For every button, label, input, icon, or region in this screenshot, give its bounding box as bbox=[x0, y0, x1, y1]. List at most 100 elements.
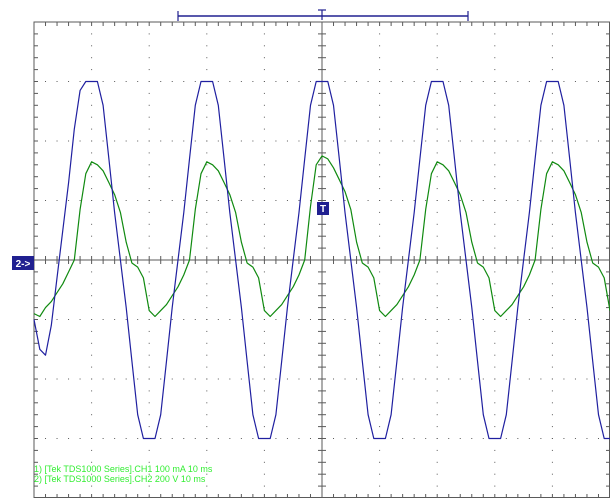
grid-dot bbox=[448, 140, 450, 142]
grid-dot bbox=[148, 283, 150, 285]
grid-dot bbox=[91, 57, 93, 59]
grid-dot bbox=[540, 378, 542, 380]
grid-dot bbox=[206, 354, 208, 356]
grid-dot bbox=[367, 81, 369, 82]
trigger-level-marker[interactable]: T bbox=[317, 202, 329, 215]
grid-dot bbox=[379, 426, 381, 428]
grid-dot bbox=[137, 319, 139, 320]
grid-dot bbox=[356, 200, 358, 201]
grid-dot bbox=[56, 200, 58, 201]
grid-dot bbox=[494, 104, 496, 106]
grid-dot bbox=[494, 330, 496, 332]
grid-dot bbox=[148, 319, 150, 320]
grid-dot bbox=[494, 81, 496, 82]
record-position-bar[interactable] bbox=[177, 9, 469, 21]
grid-dot bbox=[540, 140, 542, 142]
grid-dot bbox=[494, 152, 496, 154]
grid-dot bbox=[45, 81, 47, 82]
grid-dot bbox=[252, 200, 254, 201]
grid-dot bbox=[56, 438, 58, 439]
grid-dot bbox=[367, 378, 369, 380]
grid-dot bbox=[206, 152, 208, 154]
grid-dot bbox=[206, 319, 208, 320]
grid-dot bbox=[148, 45, 150, 47]
grid-dot bbox=[91, 211, 93, 213]
grid-dot bbox=[102, 378, 104, 380]
grid-dot bbox=[91, 164, 93, 166]
channel-2-ground-marker[interactable]: 2-> bbox=[12, 256, 34, 270]
grid-dot bbox=[91, 152, 93, 154]
grid-dot bbox=[206, 438, 208, 439]
grid-dot bbox=[217, 438, 219, 439]
grid-dot bbox=[459, 200, 461, 201]
grid-dot bbox=[425, 81, 427, 82]
grid-dot bbox=[379, 354, 381, 356]
grid-dot bbox=[390, 319, 392, 320]
grid-dot bbox=[206, 366, 208, 368]
grid-dot bbox=[229, 81, 231, 82]
grid-dot bbox=[563, 200, 565, 201]
grid-dot bbox=[263, 104, 265, 106]
grid-dot bbox=[263, 414, 265, 416]
grid-dot bbox=[494, 188, 496, 190]
grid-dot bbox=[436, 354, 438, 356]
grid-dot bbox=[114, 438, 116, 439]
grid-dot bbox=[148, 223, 150, 225]
grid-dot bbox=[125, 438, 127, 439]
grid-dot bbox=[275, 140, 277, 142]
grid-dot bbox=[206, 342, 208, 344]
grid-dot bbox=[379, 176, 381, 178]
grid-dot bbox=[206, 188, 208, 190]
grid-dot bbox=[551, 211, 553, 213]
grid-dot bbox=[494, 378, 496, 380]
grid-dot bbox=[413, 438, 415, 439]
grid-dot bbox=[436, 414, 438, 416]
grid-dot bbox=[183, 81, 185, 82]
grid-dot bbox=[91, 104, 93, 106]
grid-dot bbox=[206, 426, 208, 428]
grid-dot bbox=[125, 81, 127, 82]
grid-dot bbox=[379, 449, 381, 451]
grid-dot bbox=[494, 223, 496, 225]
grid-dot bbox=[517, 81, 519, 82]
grid-dot bbox=[252, 319, 254, 320]
grid-dot bbox=[263, 200, 265, 201]
grid-dot bbox=[379, 473, 381, 475]
grid-dot bbox=[551, 307, 553, 309]
grid-dot bbox=[402, 81, 404, 82]
grid-dot bbox=[206, 473, 208, 475]
grid-dot bbox=[56, 319, 58, 320]
grid-dot bbox=[114, 378, 116, 380]
grid-dot bbox=[102, 200, 104, 201]
grid-dot bbox=[471, 438, 473, 439]
grid-dot bbox=[91, 426, 93, 428]
grid-dot bbox=[551, 378, 553, 380]
grid-dot bbox=[263, 57, 265, 59]
grid-dot bbox=[45, 319, 47, 320]
grid-dot bbox=[148, 69, 150, 71]
grid-dot bbox=[367, 200, 369, 201]
grid-dot bbox=[91, 271, 93, 273]
ch2-voltage-trace bbox=[33, 80, 610, 440]
grid-dot bbox=[206, 69, 208, 71]
grid-dot bbox=[91, 473, 93, 475]
grid-dot bbox=[206, 92, 208, 94]
grid-dot bbox=[91, 390, 93, 392]
grid-dot bbox=[183, 438, 185, 439]
grid-dot bbox=[206, 449, 208, 451]
grid-dot bbox=[344, 81, 346, 82]
grid-dot bbox=[114, 140, 116, 142]
grid-dot bbox=[148, 92, 150, 94]
grid-dot bbox=[459, 140, 461, 142]
grid-dot bbox=[333, 319, 335, 320]
grid-dot bbox=[171, 140, 173, 142]
grid-dot bbox=[494, 485, 496, 487]
grid-dot bbox=[263, 283, 265, 285]
grid-dot bbox=[91, 176, 93, 178]
grid-dot bbox=[551, 45, 553, 47]
grid-dot bbox=[148, 235, 150, 237]
grid-dot bbox=[206, 271, 208, 273]
grid-dot bbox=[102, 319, 104, 320]
grid-dot bbox=[436, 116, 438, 118]
